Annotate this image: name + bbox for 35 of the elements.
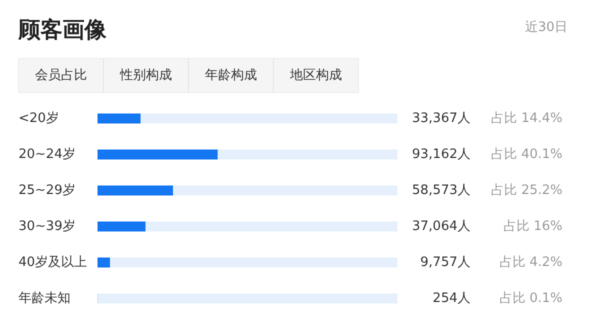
- y-tick-label: 年龄未知: [18, 291, 70, 306]
- text: 33,367人: [412, 111, 471, 126]
- data-label: 占比 0.1%: [499, 291, 563, 306]
- bar: [146, 222, 398, 232]
- y-tick-label: 25~29岁: [18, 183, 76, 198]
- bar: [110, 258, 398, 268]
- bar: [173, 186, 398, 196]
- y-tick-label: <20岁: [18, 111, 59, 126]
- text: 近30日: [524, 20, 568, 35]
- text: 地区构成: [289, 68, 342, 83]
- y-tick-label: 30~39岁: [18, 219, 76, 234]
- data-label: 占比 40.1%: [491, 147, 563, 162]
- text: 性别构成: [119, 68, 172, 83]
- data-label: 占比 4.2%: [499, 255, 563, 270]
- bar: [98, 114, 141, 124]
- bar: [98, 150, 218, 160]
- text: 年龄构成: [205, 68, 257, 83]
- y-tick-label: 20~24岁: [18, 147, 76, 162]
- data-label: 占比 16%: [503, 219, 563, 234]
- text: 58,573人: [412, 183, 471, 198]
- bar: [218, 150, 398, 160]
- bar: [98, 186, 174, 196]
- y-tick-label: 40岁及以上: [18, 255, 88, 270]
- bar: [98, 294, 398, 304]
- text: 9,757人: [420, 255, 470, 270]
- text: 37,064人: [412, 219, 471, 234]
- data-label: 占比 14.4%: [491, 111, 563, 126]
- chart-title: 顾客画像: [18, 17, 108, 43]
- text: 会员占比: [35, 68, 87, 83]
- text: 93,162人: [412, 147, 471, 162]
- data-label: 占比 25.2%: [491, 183, 563, 198]
- bar: [140, 114, 398, 124]
- bar: [98, 222, 146, 232]
- text: 254人: [432, 291, 471, 306]
- bar: [98, 258, 110, 268]
